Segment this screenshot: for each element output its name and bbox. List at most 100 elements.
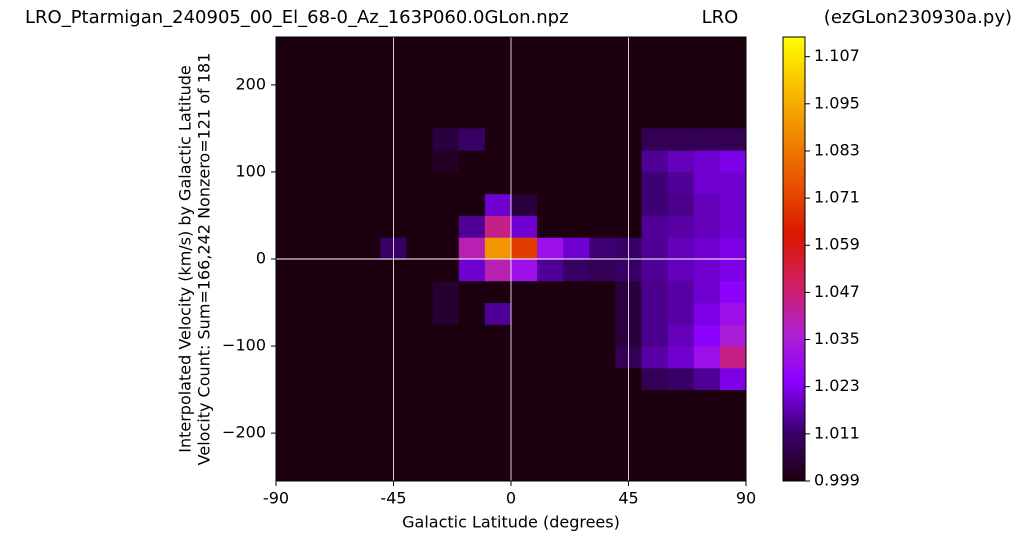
heatmap-cell (432, 367, 460, 391)
heatmap-cell (693, 259, 721, 282)
heatmap-cell (537, 128, 564, 151)
heatmap-cell (641, 302, 669, 325)
heatmap-cell (432, 193, 460, 216)
heatmap-cell (328, 259, 355, 282)
heatmap-cell (667, 302, 695, 325)
heatmap-cell (302, 171, 329, 195)
heatmap-cell (537, 346, 564, 369)
heatmap-cell (693, 237, 721, 260)
heatmap-cell (641, 237, 669, 260)
heatmap-cell (511, 346, 538, 369)
heatmap-cell (719, 367, 747, 391)
heatmap-cell (589, 237, 616, 260)
heatmap-cell (302, 237, 329, 260)
heatmap-cell (719, 280, 747, 304)
heatmap-cell (458, 367, 486, 391)
heatmap-cell (693, 150, 721, 173)
heatmap-cell (354, 346, 381, 369)
heatmap-cell (537, 193, 564, 216)
heatmap-cell (693, 302, 721, 325)
heatmap-cell (667, 215, 695, 238)
source-label: (ezGLon230930a.py) (824, 7, 1012, 28)
heatmap-cell (537, 302, 564, 325)
heatmap-cell (563, 302, 590, 325)
x-tick-label: -45 (380, 489, 406, 508)
heatmap-cell (589, 324, 616, 347)
heatmap-cell (484, 193, 512, 216)
colorbar-tick-label: 1.035 (814, 329, 860, 348)
heatmap-cell (563, 324, 590, 347)
heatmap-cell (693, 367, 721, 391)
heatmap-cell (537, 237, 564, 260)
heatmap-cell (458, 302, 486, 325)
heatmap-cell (302, 346, 329, 369)
heatmap-cell (563, 193, 590, 216)
heatmap-cell (641, 150, 669, 173)
heatmap-cell (511, 259, 538, 282)
heatmap-cell (667, 280, 695, 304)
heatmap-cell (484, 171, 512, 195)
colorbar-tick-label: 1.047 (814, 282, 860, 301)
heatmap-cell (719, 259, 747, 282)
heatmap-cell (693, 171, 721, 195)
heatmap-cell (484, 237, 512, 260)
heatmap-cell (302, 367, 329, 391)
heatmap-cell (276, 259, 303, 282)
heatmap-cell (432, 302, 460, 325)
heatmap-cell (432, 237, 460, 260)
heatmap-cell (511, 280, 538, 304)
x-tick-label: 90 (736, 489, 756, 508)
heatmap-cell (563, 128, 590, 151)
heatmap-cell (589, 367, 616, 391)
x-tick-label: -90 (263, 489, 289, 508)
heatmap-cell (354, 302, 381, 325)
heatmap-cell (354, 280, 381, 304)
y-tick-label: 100 (235, 161, 266, 180)
heatmap-cell (354, 150, 381, 173)
heatmap-cell (354, 128, 381, 151)
heatmap-cell (667, 171, 695, 195)
heatmap-cell (276, 302, 303, 325)
y-tick-label: −100 (222, 336, 266, 355)
heatmap-cell (641, 280, 669, 304)
heatmap-cell (328, 237, 355, 260)
heatmap-cell (406, 128, 434, 151)
heatmap-cell (641, 259, 669, 282)
heatmap-cell (458, 324, 486, 347)
heatmap-cell (641, 171, 669, 195)
heatmap-cell (589, 259, 616, 282)
heatmap-cell (719, 346, 747, 369)
y-axis-label: Velocity Count: Sum=166,242 Nonzero=121 … (195, 53, 214, 466)
heatmap-cell (276, 324, 303, 347)
heatmap-cell (328, 346, 355, 369)
heatmap-cell (354, 193, 381, 216)
heatmap-cell (276, 193, 303, 216)
heatmap-cell (354, 171, 381, 195)
heatmap-cell (328, 367, 355, 391)
heatmap-cell (276, 171, 303, 195)
heatmap-cell (641, 128, 669, 151)
heatmap-cell (328, 215, 355, 238)
heatmap-cell (276, 215, 303, 238)
heatmap-cell (458, 280, 486, 304)
heatmap-cell (719, 128, 747, 151)
x-tick-label: 0 (506, 489, 516, 508)
heatmap-cell (406, 237, 434, 260)
heatmap-cell (511, 150, 538, 173)
heatmap-cell (563, 150, 590, 173)
heatmap-cell (589, 193, 616, 216)
heatmap-cell (302, 215, 329, 238)
heatmap-cell (276, 280, 303, 304)
heatmap-cell (484, 280, 512, 304)
heatmap-cell (354, 215, 381, 238)
heatmap-cell (641, 346, 669, 369)
heatmap-cell (458, 259, 486, 282)
heatmap-cell (693, 346, 721, 369)
chart-subtitle: LRO (702, 7, 739, 28)
heatmap-cell (719, 237, 747, 260)
colorbar-tick-label: 1.095 (814, 93, 860, 112)
heatmap-cell (693, 215, 721, 238)
x-tick-label: 45 (618, 489, 638, 508)
heatmap-cell (328, 171, 355, 195)
